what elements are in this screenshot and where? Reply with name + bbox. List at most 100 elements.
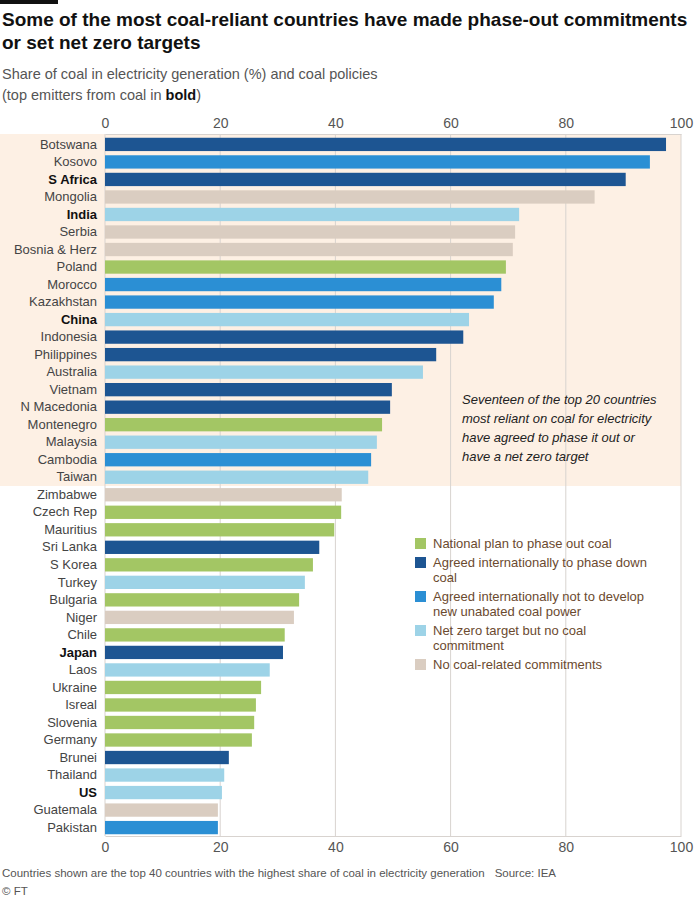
bar <box>105 488 342 501</box>
tick-label: Taiwan <box>57 469 97 484</box>
tick-label: 60 <box>443 115 459 131</box>
tick-label: Germany <box>44 732 98 747</box>
tick: Mauritius <box>44 522 97 537</box>
axis-line <box>106 134 682 135</box>
bar <box>105 313 469 326</box>
bars <box>105 138 666 834</box>
bar <box>105 260 506 273</box>
tick: China <box>61 312 98 327</box>
tick: Poland <box>57 259 97 274</box>
bar <box>105 155 650 168</box>
tick: Montenegro <box>28 417 97 432</box>
tick: Japan <box>59 645 97 660</box>
annotation: most reliant on coal for electricity <box>462 411 653 426</box>
tick: Turkey <box>58 575 98 590</box>
bar <box>105 628 285 641</box>
axis-line <box>97 137 98 837</box>
legend-label: No coal-related commitments <box>433 657 603 672</box>
bar <box>105 401 390 414</box>
tick: Vietnam <box>50 382 97 397</box>
tick: Cambodia <box>38 452 98 467</box>
tick: Indonesia <box>41 329 98 344</box>
bar <box>105 768 224 781</box>
tick-label: Bosnia & Herz <box>14 242 97 257</box>
tick: Taiwan <box>57 469 97 484</box>
legend-label: Net zero target but no coalcommitment <box>433 623 586 653</box>
bar <box>105 786 222 799</box>
tick-label: Kosovo <box>54 154 97 169</box>
tick: Chile <box>67 627 97 642</box>
tick: 80 <box>559 836 575 855</box>
tick-label: India <box>67 207 98 222</box>
tick-label: S Korea <box>50 557 98 572</box>
tick-label: Morocco <box>47 277 97 292</box>
bar <box>105 646 283 659</box>
tick: 100 <box>670 115 694 134</box>
title: or set net zero targets <box>2 32 201 53</box>
bar <box>105 541 319 554</box>
axis-line <box>106 836 682 837</box>
tick-label: Poland <box>57 259 97 274</box>
tick: Kosovo <box>54 154 97 169</box>
tick: 0 <box>102 836 110 855</box>
bar <box>105 821 218 834</box>
bar <box>105 751 229 764</box>
tick-label: 40 <box>328 115 344 131</box>
tick-label: Botswana <box>40 137 98 152</box>
tick: 40 <box>328 115 344 134</box>
tick-label: Malaysia <box>46 434 98 449</box>
tick-label: Brunei <box>59 750 97 765</box>
grid-line <box>105 134 106 836</box>
tick-label: Indonesia <box>41 329 98 344</box>
tick: Botswana <box>40 137 98 152</box>
grid-line <box>335 134 336 836</box>
tick: Brunei <box>59 750 97 765</box>
annotation: have a net zero target <box>462 449 590 464</box>
tick: 40 <box>328 836 344 855</box>
tick-label: Mongolia <box>44 189 98 204</box>
tick-label: Niger <box>66 610 98 625</box>
grid-line <box>450 134 451 836</box>
bar <box>105 243 513 256</box>
grid-line <box>681 134 682 836</box>
tick: N Macedonia <box>20 399 97 414</box>
tick: Bosnia & Herz <box>14 242 97 257</box>
bar <box>105 611 294 624</box>
tick-label: Philippines <box>34 347 97 362</box>
tick-label: Chile <box>67 627 97 642</box>
tick: 80 <box>559 115 575 134</box>
tick: US <box>79 785 97 800</box>
bar <box>105 453 371 466</box>
tick-label: Czech Rep <box>33 504 97 519</box>
tick: Czech Rep <box>33 504 97 519</box>
tick: Pakistan <box>47 820 97 835</box>
note: Countries shown are the top 40 countries… <box>2 867 485 879</box>
tick-label: 20 <box>213 115 229 131</box>
legend-swatch <box>415 625 426 636</box>
annotation: have agreed to phase it out or <box>462 430 635 445</box>
bar <box>105 716 254 729</box>
bar <box>105 173 626 186</box>
tick: Isreal <box>65 697 97 712</box>
tick-label: 40 <box>328 839 344 855</box>
tick: Mongolia <box>44 189 98 204</box>
tick: Kazakhstan <box>29 294 97 309</box>
grid-line <box>220 134 221 836</box>
footnote: Countries shown are the top 40 countries… <box>2 867 556 879</box>
tick: Ukraine <box>52 680 97 695</box>
tick-label: Sri Lanka <box>42 539 98 554</box>
bar <box>105 523 334 536</box>
bar <box>105 733 252 746</box>
tick-label: 100 <box>670 839 694 855</box>
tick: India <box>67 207 98 222</box>
tick-label: 0 <box>102 115 110 131</box>
tick: 100 <box>670 836 694 855</box>
tick: Australia <box>46 364 97 379</box>
bar <box>105 365 423 378</box>
tick-label: Pakistan <box>47 820 97 835</box>
tick-label: Kazakhstan <box>29 294 97 309</box>
highlight-band <box>0 134 681 486</box>
tick-label: Bulgaria <box>49 592 97 607</box>
tick-label: 80 <box>559 839 575 855</box>
title: Some of the most coal-reliant countries … <box>2 9 687 30</box>
